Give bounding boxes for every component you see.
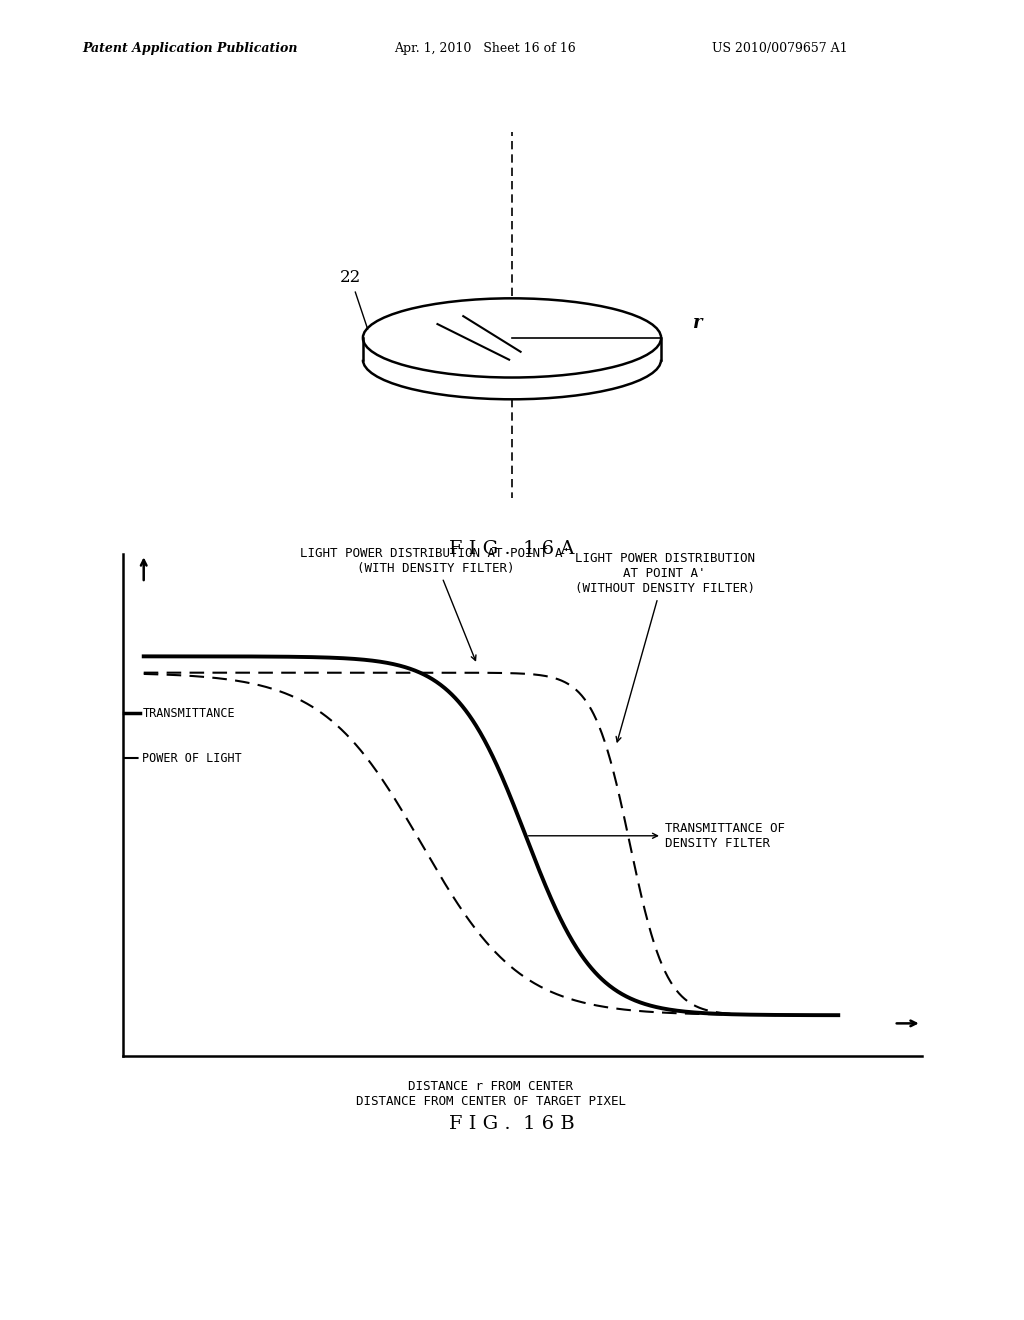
Text: Apr. 1, 2010   Sheet 16 of 16: Apr. 1, 2010 Sheet 16 of 16 — [394, 42, 575, 55]
Text: Patent Application Publication: Patent Application Publication — [82, 42, 297, 55]
Text: F I G .  1 6 B: F I G . 1 6 B — [450, 1115, 574, 1134]
Text: LIGHT POWER DISTRIBUTION AT POINT A'
(WITH DENSITY FILTER): LIGHT POWER DISTRIBUTION AT POINT A' (WI… — [300, 546, 570, 660]
Text: TRANSMITTANCE: TRANSMITTANCE — [142, 708, 234, 719]
Text: POWER OF LIGHT: POWER OF LIGHT — [142, 752, 242, 764]
Text: DISTANCE r FROM CENTER
DISTANCE FROM CENTER OF TARGET PIXEL: DISTANCE r FROM CENTER DISTANCE FROM CEN… — [356, 1081, 626, 1109]
Text: r: r — [692, 314, 702, 333]
Text: TRANSMITTANCE OF
DENSITY FILTER: TRANSMITTANCE OF DENSITY FILTER — [528, 822, 784, 850]
Text: US 2010/0079657 A1: US 2010/0079657 A1 — [712, 42, 847, 55]
Text: F I G .  1 6 A: F I G . 1 6 A — [450, 540, 574, 558]
Text: 22: 22 — [340, 269, 368, 330]
Text: LIGHT POWER DISTRIBUTION
AT POINT A'
(WITHOUT DENSITY FILTER): LIGHT POWER DISTRIBUTION AT POINT A' (WI… — [574, 552, 755, 742]
